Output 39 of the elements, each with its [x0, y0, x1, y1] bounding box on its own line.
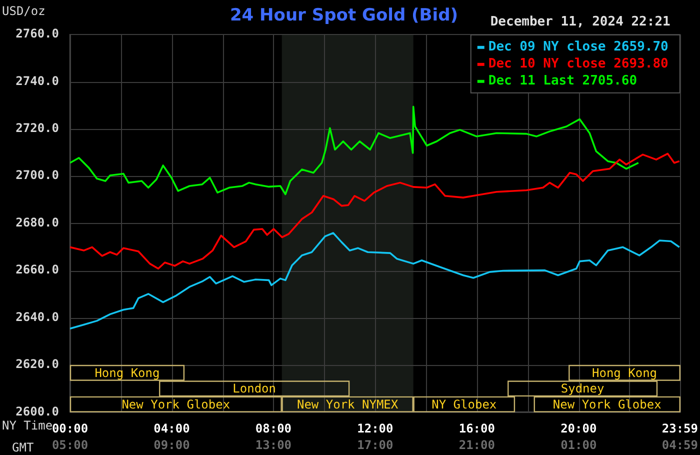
- x2-tick-label: 21:00: [458, 438, 495, 452]
- annotation: London: [232, 382, 276, 396]
- y-tick-label: 2740.0: [16, 74, 59, 88]
- x2-tick-label: 09:00: [154, 438, 190, 452]
- x-tick-label: 08:00: [255, 422, 292, 436]
- annotation: Hong Kong: [592, 366, 658, 380]
- legend-label: Dec 09 NY close 2659.70: [488, 39, 669, 54]
- y-tick-label: 2600.0: [16, 404, 59, 418]
- y-tick-label: 2660.0: [16, 262, 59, 277]
- annotation: New York Globex: [122, 397, 230, 412]
- y-tick-label: 2680.0: [16, 215, 59, 230]
- x2-tick-label: 05:00: [52, 438, 88, 452]
- x-tick-label: 04:00: [154, 422, 190, 436]
- x2-tick-label: 01:00: [560, 438, 597, 452]
- y-tick-label: 2700.0: [16, 168, 59, 182]
- x-axis-title: NY Time: [2, 418, 53, 432]
- y-axis-title: USD/oz: [2, 4, 46, 18]
- x-tick-label: 16:00: [458, 422, 495, 436]
- legend-label: Dec 11 Last 2705.60: [488, 73, 638, 88]
- annotation: Sydney: [560, 382, 604, 396]
- annotation: New York NYMEX: [296, 397, 399, 412]
- chart-title: 24 Hour Spot Gold (Bid): [230, 6, 458, 26]
- chart-subtitle: December 11, 2024 22:21: [490, 14, 671, 30]
- annotation: Hong Kong: [94, 366, 160, 380]
- x2-tick-label: 04:59: [662, 438, 698, 452]
- y-tick-label: 2620.0: [16, 357, 59, 372]
- legend-label: Dec 10 NY close 2693.80: [488, 56, 669, 72]
- y-tick-label: 2720.0: [16, 120, 59, 135]
- x-tick-label: 20:00: [560, 422, 597, 436]
- x2-tick-label: 13:00: [255, 438, 292, 452]
- x-tick-label: 12:00: [357, 422, 394, 436]
- x-tick-label: 00:00: [52, 422, 88, 436]
- x2-tick-label: 17:00: [357, 438, 394, 452]
- x-tick-label: 23:59: [662, 422, 698, 436]
- annotation: New York Globex: [552, 397, 662, 412]
- y-tick-label: 2640.0: [16, 310, 59, 324]
- y-tick-label: 2760.0: [16, 26, 59, 41]
- annotation: NY Globex: [432, 397, 497, 412]
- x2-axis-title: GMT: [12, 440, 34, 455]
